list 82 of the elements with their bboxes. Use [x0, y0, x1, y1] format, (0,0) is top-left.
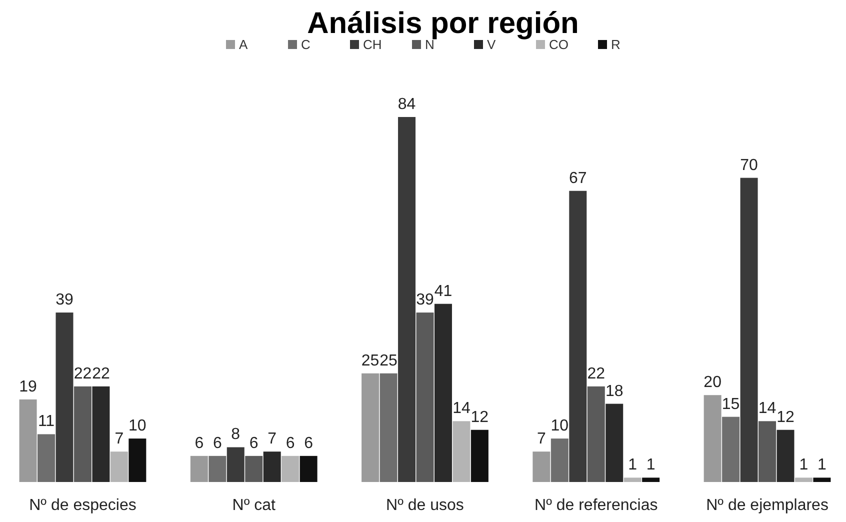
data-label: 14	[758, 400, 776, 418]
data-label: 18	[605, 382, 624, 400]
data-label: 70	[740, 156, 758, 174]
data-label: 19	[19, 378, 38, 396]
data-label: 7	[114, 430, 124, 448]
data-label: 1	[628, 456, 638, 474]
bar	[128, 438, 146, 482]
bar	[624, 478, 642, 482]
bar	[740, 178, 758, 482]
bar	[722, 416, 740, 482]
legend-label: V	[487, 37, 496, 52]
data-label: 6	[212, 434, 222, 452]
bar	[532, 452, 550, 482]
x-tick-label: Nº de especies	[29, 497, 136, 514]
data-label: 25	[361, 352, 380, 370]
data-label: 1	[818, 456, 827, 474]
data-label: 6	[286, 434, 295, 452]
data-label: 84	[398, 96, 416, 113]
chart-title: Análisis por región	[307, 7, 579, 40]
data-label: 10	[550, 418, 569, 435]
bar	[110, 452, 128, 482]
data-label: 1	[799, 456, 808, 474]
bar	[56, 312, 74, 482]
bar	[704, 395, 722, 482]
bar	[245, 456, 263, 482]
data-label: 41	[434, 282, 452, 300]
data-label: 1	[646, 456, 656, 474]
legend-label: CO	[549, 37, 568, 52]
bar	[550, 438, 568, 482]
bar	[452, 421, 470, 482]
bar	[300, 456, 318, 482]
data-label: 39	[416, 292, 434, 309]
legend-label: R	[611, 37, 620, 52]
data-label: 6	[249, 434, 258, 452]
legend-label: C	[301, 37, 310, 52]
x-tick-label: Nº cat	[232, 497, 276, 514]
data-label: 14	[452, 400, 470, 418]
bar	[19, 399, 37, 482]
data-label: 12	[470, 408, 489, 426]
data-label: 25	[380, 352, 398, 370]
data-label: 15	[722, 396, 740, 413]
bar	[758, 421, 776, 482]
bar	[362, 373, 380, 482]
data-label: 6	[194, 434, 204, 452]
bar	[776, 430, 794, 482]
data-label: 7	[536, 430, 546, 448]
data-label: 6	[304, 434, 314, 452]
bar	[282, 456, 300, 482]
x-tick-label: Nº de referencias	[534, 497, 658, 514]
data-label: 39	[56, 292, 74, 309]
bar	[569, 190, 587, 482]
x-tick-label: Nº de usos	[386, 497, 464, 514]
bar	[470, 430, 488, 482]
bar	[813, 478, 831, 482]
bar	[263, 452, 281, 482]
bar	[606, 404, 624, 482]
bar	[380, 373, 398, 482]
data-label: 22	[92, 365, 110, 382]
legend-label: CH	[363, 37, 382, 52]
bar	[416, 312, 434, 482]
bar	[38, 434, 56, 482]
bar	[434, 304, 452, 482]
data-label: 7	[268, 430, 277, 448]
data-label: 12	[776, 408, 794, 426]
data-label: 10	[128, 418, 146, 435]
data-label: 11	[38, 413, 55, 430]
data-label: 20	[704, 374, 722, 392]
bar	[190, 456, 208, 482]
data-label: 8	[231, 426, 240, 444]
data-label: 67	[569, 170, 587, 187]
bar	[587, 386, 605, 482]
data-label: 22	[74, 365, 92, 382]
bar	[208, 456, 226, 482]
data-label: 22	[587, 365, 606, 382]
x-tick-label: Nº de ejemplares	[706, 497, 828, 514]
bar	[398, 117, 416, 482]
bar	[226, 447, 244, 482]
bar	[794, 478, 812, 482]
bar	[74, 386, 92, 482]
bar	[642, 478, 660, 482]
legend-label: A	[239, 37, 248, 52]
bar	[92, 386, 110, 482]
